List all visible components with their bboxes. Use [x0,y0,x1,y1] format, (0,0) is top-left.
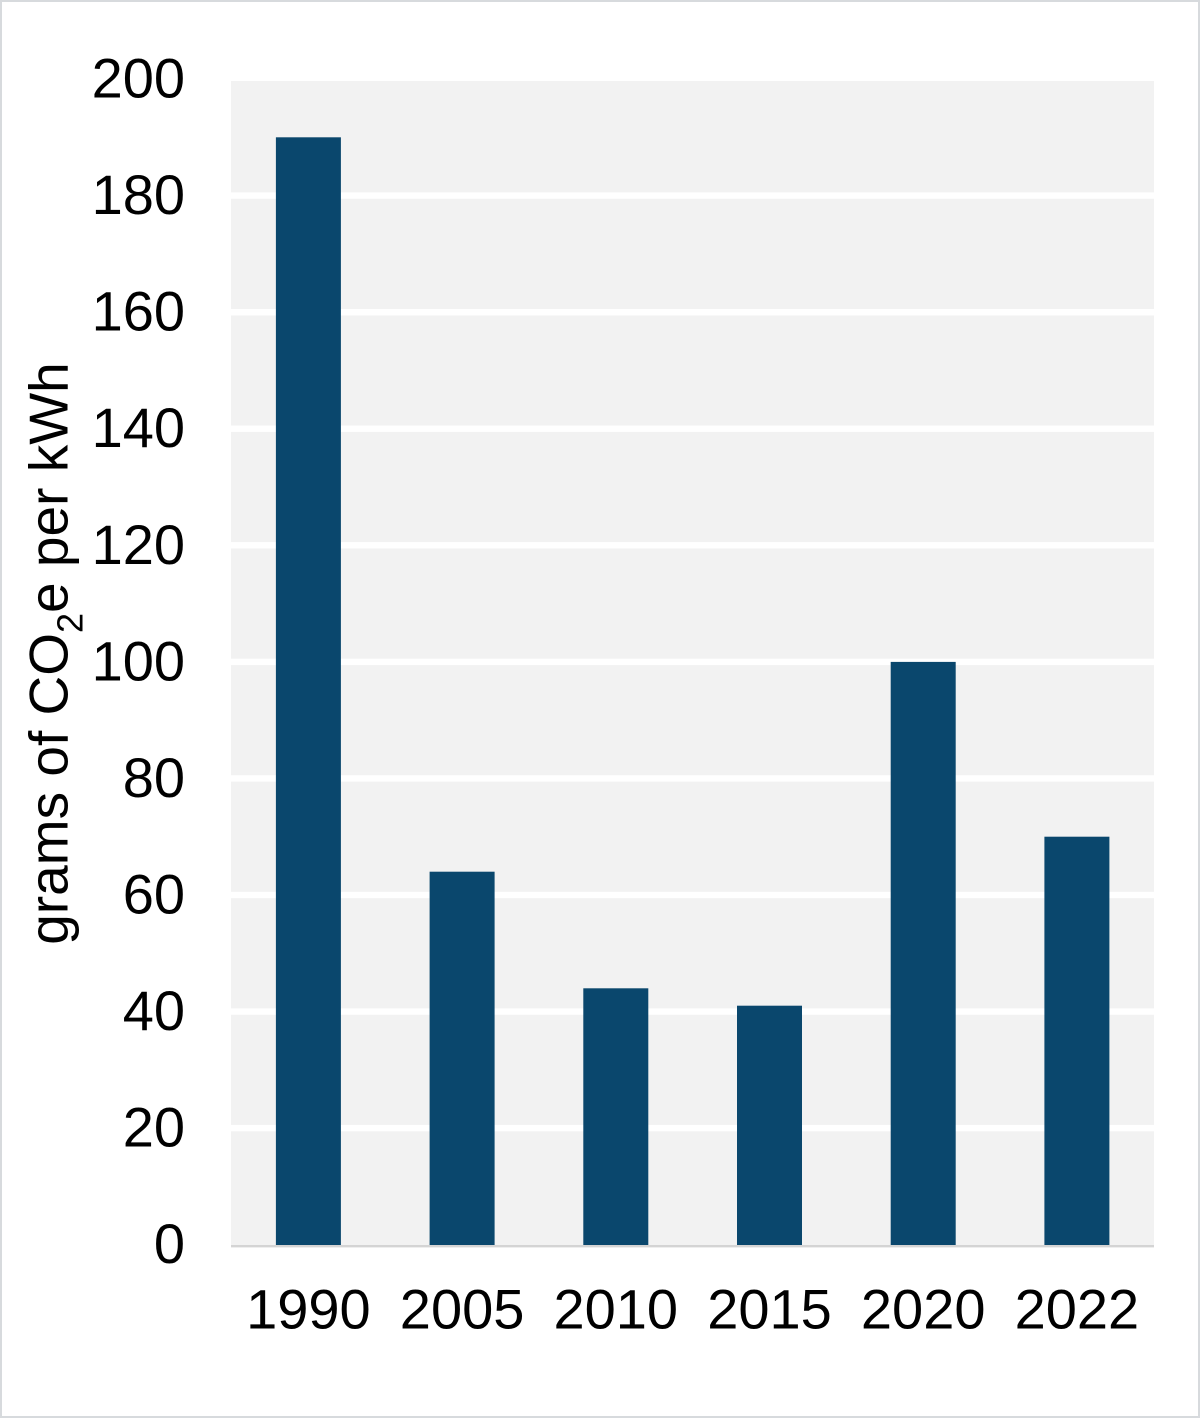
svg-text:2015: 2015 [707,1278,832,1341]
svg-text:120: 120 [92,513,185,576]
svg-text:2005: 2005 [400,1278,525,1341]
svg-text:100: 100 [92,629,185,692]
svg-text:1990: 1990 [246,1278,371,1341]
svg-text:200: 200 [92,47,185,110]
svg-text:140: 140 [92,396,185,459]
svg-text:0: 0 [154,1212,185,1275]
svg-text:grams of CO2e per kWh: grams of CO2e per kWh [18,362,91,944]
svg-text:2022: 2022 [1015,1278,1140,1341]
svg-text:20: 20 [123,1096,185,1159]
svg-text:40: 40 [123,979,185,1042]
svg-text:180: 180 [92,163,185,226]
svg-text:80: 80 [123,746,185,809]
svg-text:60: 60 [123,863,185,926]
svg-text:2010: 2010 [554,1278,679,1341]
svg-text:2020: 2020 [861,1278,986,1341]
svg-text:160: 160 [92,280,185,343]
